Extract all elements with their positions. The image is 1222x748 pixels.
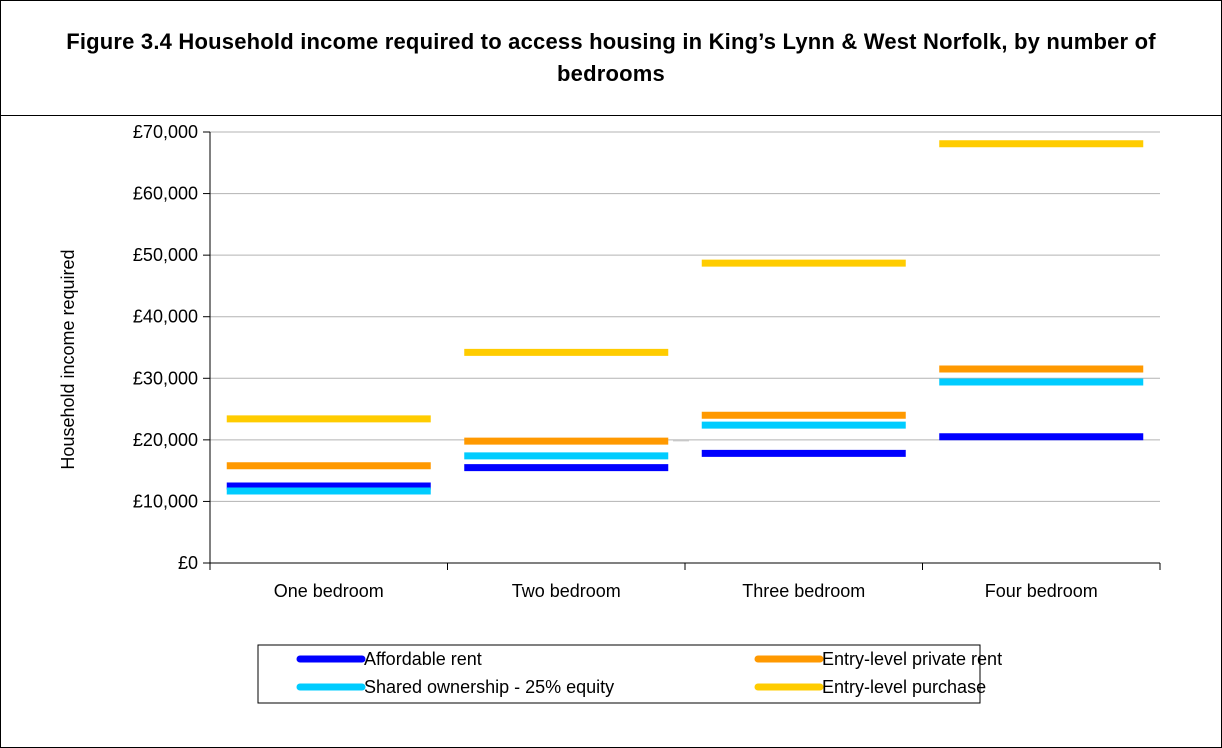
series-marks [226,140,1144,495]
legend-label: Entry-level private rent [822,649,1002,669]
y-tick-label: £20,000 [133,430,198,450]
y-tick-label: £0 [178,553,198,573]
x-tick-label: Four bedroom [985,581,1098,601]
y-tick-label: £60,000 [133,184,198,204]
legend-label: Shared ownership - 25% equity [364,677,614,697]
legend: Affordable rent Entry-level private rent S… [257,644,1002,704]
legend-box [257,644,981,704]
y-tick-label: £40,000 [133,307,198,327]
x-tick-label: One bedroom [274,581,384,601]
legend-label: Affordable rent [364,649,482,669]
y-tick-label: £50,000 [133,245,198,265]
y-tick-label: £70,000 [133,122,198,142]
x-tick-labels: One bedroom Two bedroom Three bedroom Four … [274,581,1098,601]
legend-label: Entry-level purchase [822,677,986,697]
y-tick-labels: £0 £10,000 £20,000 £30,000 £40,000 £50,000 £60… [133,122,198,573]
title-box: Figure 3.4 Household income required to … [1,1,1221,116]
y-axis-label: Household income required [58,249,78,469]
chart-title: Figure 3.4 Household income required to … [66,29,1156,86]
axes [203,131,1161,570]
x-tick-label: Two bedroom [512,581,621,601]
gridlines [210,131,1160,502]
y-tick-label: £30,000 [133,368,198,388]
y-tick-label: £10,000 [133,491,198,511]
x-tick-label: Three bedroom [742,581,865,601]
